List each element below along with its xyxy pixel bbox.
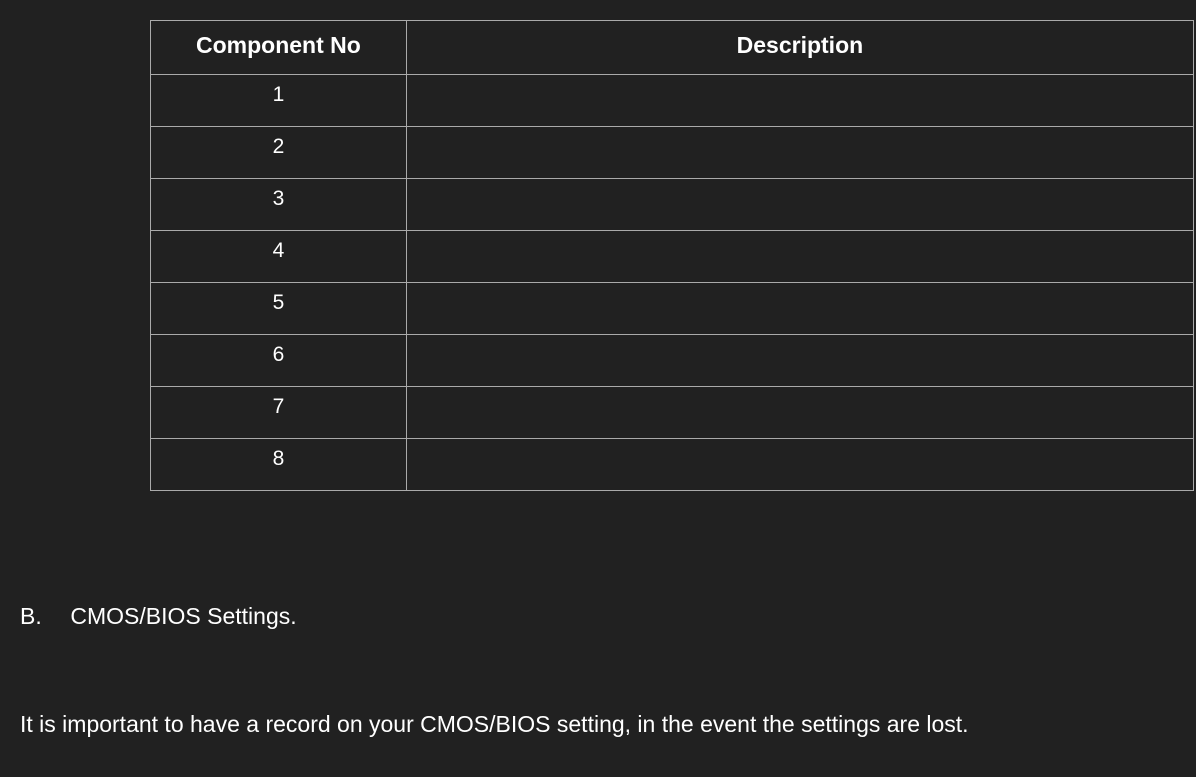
component-table: Component No Description 1 2 3 4 5	[150, 20, 1194, 491]
cell-component-no: 6	[151, 335, 407, 387]
cell-component-no: 7	[151, 387, 407, 439]
cell-description	[406, 179, 1193, 231]
table-row: 1	[151, 75, 1194, 127]
table-row: 2	[151, 127, 1194, 179]
cell-description	[406, 283, 1193, 335]
section-label: B.	[20, 603, 64, 630]
cell-component-no: 4	[151, 231, 407, 283]
table-header-row: Component No Description	[151, 21, 1194, 75]
column-header-description: Description	[406, 21, 1193, 75]
table-row: 3	[151, 179, 1194, 231]
table-row: 5	[151, 283, 1194, 335]
table-row: 6	[151, 335, 1194, 387]
cell-component-no: 8	[151, 439, 407, 491]
cell-description	[406, 439, 1193, 491]
body-paragraph: It is important to have a record on your…	[20, 708, 1176, 741]
cell-description	[406, 127, 1193, 179]
cell-component-no: 1	[151, 75, 407, 127]
table-row: 7	[151, 387, 1194, 439]
document-content: Component No Description 1 2 3 4 5	[0, 0, 1196, 761]
cell-component-no: 5	[151, 283, 407, 335]
cell-component-no: 3	[151, 179, 407, 231]
cell-description	[406, 231, 1193, 283]
cell-component-no: 2	[151, 127, 407, 179]
cell-description	[406, 335, 1193, 387]
section-title: CMOS/BIOS Settings.	[70, 603, 296, 629]
table-row: 8	[151, 439, 1194, 491]
column-header-component: Component No	[151, 21, 407, 75]
table-row: 4	[151, 231, 1194, 283]
cell-description	[406, 75, 1193, 127]
cell-description	[406, 387, 1193, 439]
section-heading: B. CMOS/BIOS Settings.	[20, 603, 1176, 630]
